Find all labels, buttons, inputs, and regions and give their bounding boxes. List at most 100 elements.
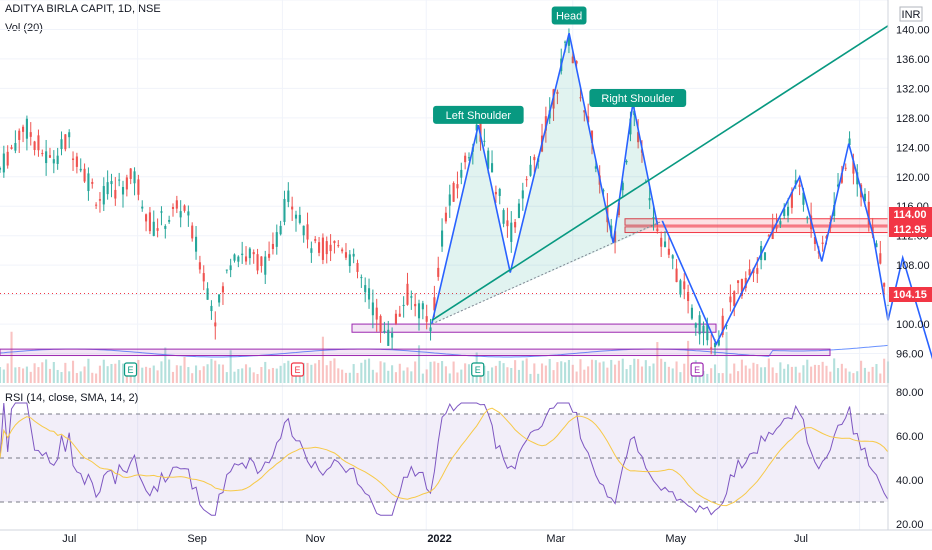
volume-bar: [6, 363, 9, 383]
volume-bar: [152, 365, 155, 383]
candle-body: [221, 286, 225, 293]
candle-body: [333, 240, 336, 244]
volume-bar: [760, 367, 763, 383]
volume-bar: [145, 366, 148, 383]
candle-body: [694, 323, 697, 328]
volume-bar: [283, 363, 286, 383]
candle-body: [268, 253, 271, 258]
candle-body: [198, 262, 201, 270]
candle-body: [441, 230, 444, 247]
candle-body: [52, 159, 55, 164]
volume-bar: [279, 365, 282, 383]
pattern-label-text: Head: [556, 10, 582, 22]
candle-body: [675, 268, 678, 283]
rsi-tick-label: 40.00: [896, 475, 924, 487]
volume-bar: [767, 358, 770, 383]
volume-bar: [148, 367, 151, 383]
candle-body: [60, 139, 63, 150]
volume-bar: [441, 361, 444, 383]
candle-body: [821, 242, 824, 244]
candle-body: [91, 182, 94, 184]
support-zone-lower: [0, 348, 831, 357]
volume-indicator-label: Vol (20): [5, 22, 43, 34]
candle-body: [371, 302, 374, 316]
candle-body: [775, 225, 778, 229]
volume-bar: [198, 370, 201, 383]
time-tick-label: Jul: [62, 533, 76, 545]
volume-bar: [806, 359, 809, 383]
volume-bar: [737, 371, 740, 383]
candle-body: [202, 273, 205, 282]
volume-bar: [410, 371, 413, 383]
volume-bar: [629, 364, 632, 383]
volume-bar: [729, 373, 732, 383]
candle-body: [248, 248, 251, 259]
volume-bar: [575, 371, 578, 383]
candle-body: [806, 217, 809, 219]
right-shoulder-label: Right Shoulder: [589, 88, 687, 107]
candle-body: [767, 235, 770, 237]
volume-bar: [464, 363, 467, 383]
volume-bar: [514, 360, 517, 383]
volume-bar: [22, 368, 25, 383]
volume-bar: [502, 363, 505, 383]
volume-bar: [48, 368, 52, 383]
volume-bar: [218, 364, 221, 383]
volume-bar: [68, 371, 71, 383]
volume-bar: [206, 364, 209, 383]
earnings-marker: E: [290, 362, 305, 377]
candle-body: [95, 204, 98, 206]
volume-bar: [83, 366, 86, 383]
rsi-pane: RSI (14, close, SMA, 14, 2): [0, 385, 889, 516]
volume-bar: [825, 365, 828, 383]
candle-body: [525, 179, 528, 181]
candle-body: [118, 179, 121, 181]
candle-body: [164, 225, 167, 229]
volume-bar: [156, 370, 159, 383]
currency-badge-box: [899, 6, 923, 22]
volume-bar: [552, 370, 555, 383]
volume-bar: [460, 369, 463, 383]
volume-bar: [875, 364, 878, 383]
candle-body: [71, 158, 75, 160]
volume-bar: [567, 359, 570, 383]
volume-bar: [671, 368, 674, 383]
volume-bar: [533, 363, 536, 383]
candle-body: [83, 168, 86, 182]
price-tick-label: 136.00: [896, 54, 930, 66]
price-tick-label: 132.00: [896, 83, 930, 95]
volume-bar: [829, 371, 832, 383]
candle-body: [679, 280, 682, 295]
volume-bar: [214, 360, 217, 383]
volume-bar: [98, 365, 102, 383]
candle-body: [587, 116, 590, 123]
volume-bar: [614, 364, 617, 383]
volume-bar: [352, 364, 355, 383]
volume-bar: [775, 372, 778, 383]
volume-bar: [52, 361, 55, 383]
volume-bar: [41, 362, 44, 383]
volume-bar: [321, 336, 324, 383]
currency-badge: INR: [899, 6, 923, 22]
volume-bar: [187, 367, 190, 383]
candle-body: [602, 190, 605, 192]
volume-bar: [617, 360, 620, 383]
candle-body: [191, 225, 194, 239]
candle-body: [510, 222, 513, 242]
volume-bar: [360, 362, 363, 383]
volume-bar: [341, 369, 344, 383]
candle-body: [848, 138, 851, 146]
candle-body: [306, 224, 309, 240]
volume-bar: [860, 360, 863, 383]
candle-body: [483, 140, 486, 142]
volume-bar: [487, 370, 490, 383]
volume-bar: [329, 360, 332, 383]
volume-bar: [660, 358, 663, 383]
earnings-marker-text: E: [475, 365, 481, 375]
candle-body: [387, 329, 390, 346]
candle-body: [444, 212, 447, 222]
volume-bar: [137, 359, 140, 383]
price-tick-label: 124.00: [896, 142, 930, 154]
volume-ma-line: [0, 344, 889, 358]
